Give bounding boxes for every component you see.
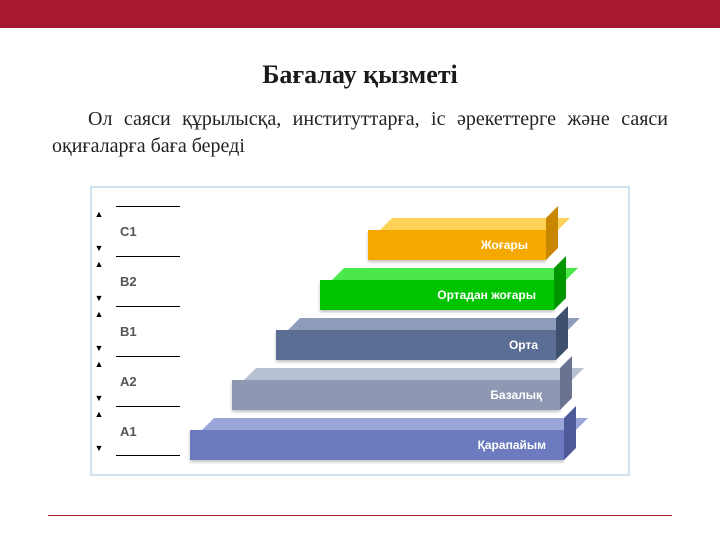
level-code-label: A2 <box>120 374 137 389</box>
level-name-label: Жоғары <box>481 238 528 252</box>
footer-rule <box>48 515 672 516</box>
level-name-label: Базалық <box>490 388 542 402</box>
level-name-label: Ортадан жоғары <box>437 288 536 302</box>
level-code-cell: B2 <box>116 256 180 306</box>
range-arrow-down-icon: ▼ <box>94 244 104 252</box>
content-area: Бағалау қызметі Ол саяси құрылысқа, инст… <box>0 28 720 476</box>
level-code-label: C1 <box>120 224 137 239</box>
range-arrow-up-icon: ▲ <box>94 310 104 318</box>
range-arrow-up-icon: ▲ <box>94 360 104 368</box>
range-arrow-down-icon: ▼ <box>94 294 104 302</box>
level-code-label: B2 <box>120 274 137 289</box>
level-code-cell: A1 <box>116 406 180 456</box>
range-arrow-up-icon: ▲ <box>94 410 104 418</box>
levels-diagram: C1 ▲ ▼ Жоғары B2 ▲ ▼ Ортадан жоғары B1 ▲ ▼ Орта A2 ▲ ▼… <box>90 186 630 476</box>
level-code-label: B1 <box>120 324 137 339</box>
page-subtitle: Ол саяси құрылысқа, институттарға, іс әр… <box>52 106 668 160</box>
level-step: Базалық <box>232 380 560 410</box>
level-step: Орта <box>276 330 556 360</box>
level-name-label: Қарапайым <box>478 438 546 452</box>
page-title: Бағалау қызметі <box>52 60 668 90</box>
level-code-cell: A2 <box>116 356 180 406</box>
range-arrow-up-icon: ▲ <box>94 260 104 268</box>
header-band <box>0 0 720 28</box>
range-arrow-up-icon: ▲ <box>94 210 104 218</box>
range-arrow-down-icon: ▼ <box>94 344 104 352</box>
level-code-label: A1 <box>120 424 137 439</box>
level-step: Қарапайым <box>190 430 564 460</box>
level-code-cell: C1 <box>116 206 180 256</box>
level-step: Ортадан жоғары <box>320 280 554 310</box>
level-code-cell: B1 <box>116 306 180 356</box>
range-arrow-down-icon: ▼ <box>94 394 104 402</box>
level-step: Жоғары <box>368 230 546 260</box>
range-arrow-down-icon: ▼ <box>94 444 104 452</box>
level-name-label: Орта <box>509 338 538 352</box>
